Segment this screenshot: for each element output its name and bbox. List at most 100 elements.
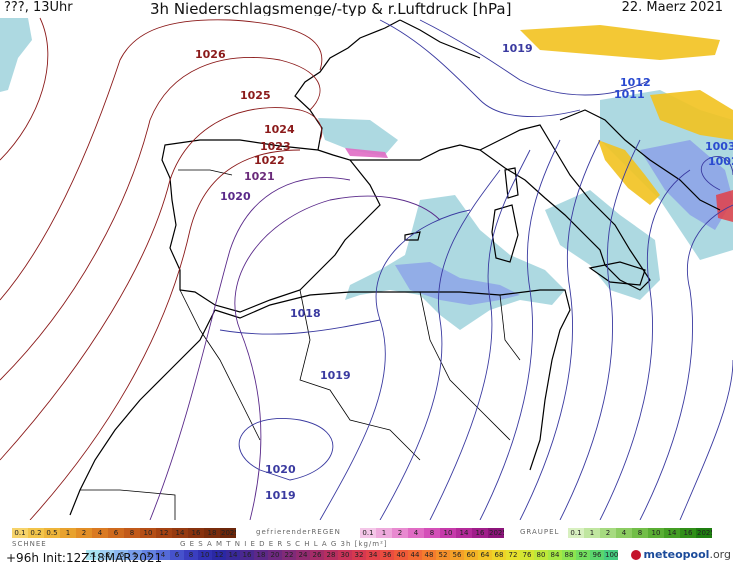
legend-rain-cell: 14 <box>172 528 188 538</box>
legend-snow-cell: 14 <box>226 550 240 560</box>
legend-snow-cell: 2 <box>142 550 156 560</box>
borders <box>80 169 521 520</box>
legend-freezing-cell: 2025+ <box>488 528 504 538</box>
isobar-label: 1003 <box>705 140 733 153</box>
legend-snow-cell: 34 <box>366 550 380 560</box>
legend-hail-cell: 1 <box>584 528 600 538</box>
legend-rain-cell: 16 <box>188 528 204 538</box>
isobar-label: 1019 <box>320 369 351 382</box>
legend-hail-cell: 2 <box>600 528 616 538</box>
legend-snow-cell: 20 <box>268 550 282 560</box>
legend-hail-cell: 2025+ <box>696 528 712 538</box>
legend-snow-cell: 60 <box>464 550 478 560</box>
legend-hail-scale: 0.112481014162025+ <box>568 528 712 538</box>
isobar-label: 1026 <box>195 48 226 61</box>
rain-area-north <box>520 25 720 60</box>
legend-hail-cell: 10 <box>648 528 664 538</box>
legend-snow-cell: 8 <box>184 550 198 560</box>
forecast-time: ???, 13Uhr <box>4 0 73 15</box>
legend-rain-cell: 10 <box>140 528 156 538</box>
isobar-label: 1022 <box>254 154 285 167</box>
legend-snow-cell: 88 <box>562 550 576 560</box>
brand-tld: .org <box>709 548 731 561</box>
legend-freezing-label: gefrierenderREGEN <box>256 528 341 536</box>
legend-snow-cell: 10 <box>198 550 212 560</box>
italy-coast <box>478 124 651 291</box>
legend-rain-cell: 6 <box>108 528 124 538</box>
legend-snow-cell: 92 <box>576 550 590 560</box>
legend-rain-cell: 0.5 <box>44 528 60 538</box>
snow-dense-east <box>640 140 733 230</box>
legend-snow-cell: 22 <box>282 550 296 560</box>
isobar-label: 1023 <box>260 140 291 153</box>
freezing-rain-spot <box>345 148 388 158</box>
isobars-low <box>219 19 733 520</box>
brand-logo[interactable]: meteopool.org <box>631 548 731 561</box>
forecast-date: 22. Maerz 2021 <box>621 0 723 15</box>
legend-snow-label: SCHNEE <box>12 540 47 548</box>
legend-snow-cell: 68 <box>492 550 506 560</box>
freezing-rain-east <box>716 190 733 222</box>
legend-snow-cell: 32 <box>352 550 366 560</box>
legend-hail-cell: 4 <box>616 528 632 538</box>
legend-rain-cell: 2025+ <box>220 528 236 538</box>
legend-rain-cell: 2 <box>76 528 92 538</box>
legend-freezing-cell: 16 <box>472 528 488 538</box>
weather-map: 1026 1025 1024 1023 1022 1021 1020 1018 … <box>0 16 733 520</box>
legend-snow-cell: 36 <box>380 550 394 560</box>
legend-snow-cell: 80 <box>534 550 548 560</box>
france-coast <box>294 19 401 151</box>
legend-snow-cell: 30 <box>338 550 352 560</box>
isobar-label: 1019 <box>265 489 296 502</box>
legend-hail-cell: 16 <box>680 528 696 538</box>
isobar-label: 1012 <box>620 76 651 89</box>
legend-snow-cell: 84 <box>548 550 562 560</box>
rain-area-adriatic <box>650 90 733 140</box>
isobar-label: 1020 <box>220 190 251 203</box>
legend-rain-scale: 0.10.20.51246810121416182025+ <box>12 528 236 538</box>
legend-snow-cell: 44 <box>408 550 422 560</box>
rain-area-tyrrhenian <box>598 140 660 205</box>
snow-area-italy <box>545 190 660 300</box>
legend-snow-cell: 18 <box>254 550 268 560</box>
legend-total-caption: G E S A M T N I E D E R S C H L A G 3h [… <box>180 540 388 548</box>
legend-snow-cell: .5 <box>114 550 128 560</box>
legend-snow-cell: 72 <box>506 550 520 560</box>
isobar-label: 1024 <box>264 123 295 136</box>
legend-rain-cell: 12 <box>156 528 172 538</box>
legend-snow-scale: .1.2.5 1 2 4 6 8 10 12 14 16 18 20 22 24 26 28 30 32 34 36 4… <box>86 550 618 560</box>
brand-icon <box>631 550 642 560</box>
isobar-label: 1018 <box>290 307 321 320</box>
isobars-mid <box>149 177 441 520</box>
legend-snow-cell: 4 <box>156 550 170 560</box>
legend-freezing-cell: 1 <box>376 528 392 538</box>
legend-snow-cell: 52 <box>436 550 450 560</box>
legend-snow-cell: 76 <box>520 550 534 560</box>
france-med-coast <box>350 144 481 161</box>
legend-snow-cell: 40 <box>394 550 408 560</box>
snow-area-biscay <box>318 118 398 156</box>
legend-rain-cell: 1 <box>60 528 76 538</box>
legend-rain-cell: 0.2 <box>28 528 44 538</box>
legend-snow-cell: 96 <box>590 550 604 560</box>
legend-snow-cell: 6 <box>170 550 184 560</box>
legend-rain-cell: 4 <box>92 528 108 538</box>
sardinia <box>491 204 519 263</box>
coastlines <box>69 19 721 516</box>
legend-snow-cell: 100 <box>604 550 618 560</box>
legend-snow-cell: 12 <box>212 550 226 560</box>
legend-snow-cell: .1 <box>86 550 100 560</box>
legend-freezing-cell: 14 <box>456 528 472 538</box>
uk-coast <box>399 19 481 59</box>
legend-snow-cell: 64 <box>478 550 492 560</box>
legend-snow-cell: 48 <box>422 550 436 560</box>
legend-freezing-cell: 0.1 <box>360 528 376 538</box>
sicily <box>588 261 646 286</box>
isobar-label-layer: 1026 1025 1024 1023 1022 1021 1020 1018 … <box>195 42 733 502</box>
legend-hail-cell: 14 <box>664 528 680 538</box>
legend-freezing-scale: 0.112481014162025+ <box>360 528 504 538</box>
isobar-label: 1021 <box>244 170 275 183</box>
init-time: +96h Init:12Z18MAR2021 <box>6 551 163 565</box>
legend-snow-cell: 16 <box>240 550 254 560</box>
isobar-label: 1019 <box>502 42 533 55</box>
